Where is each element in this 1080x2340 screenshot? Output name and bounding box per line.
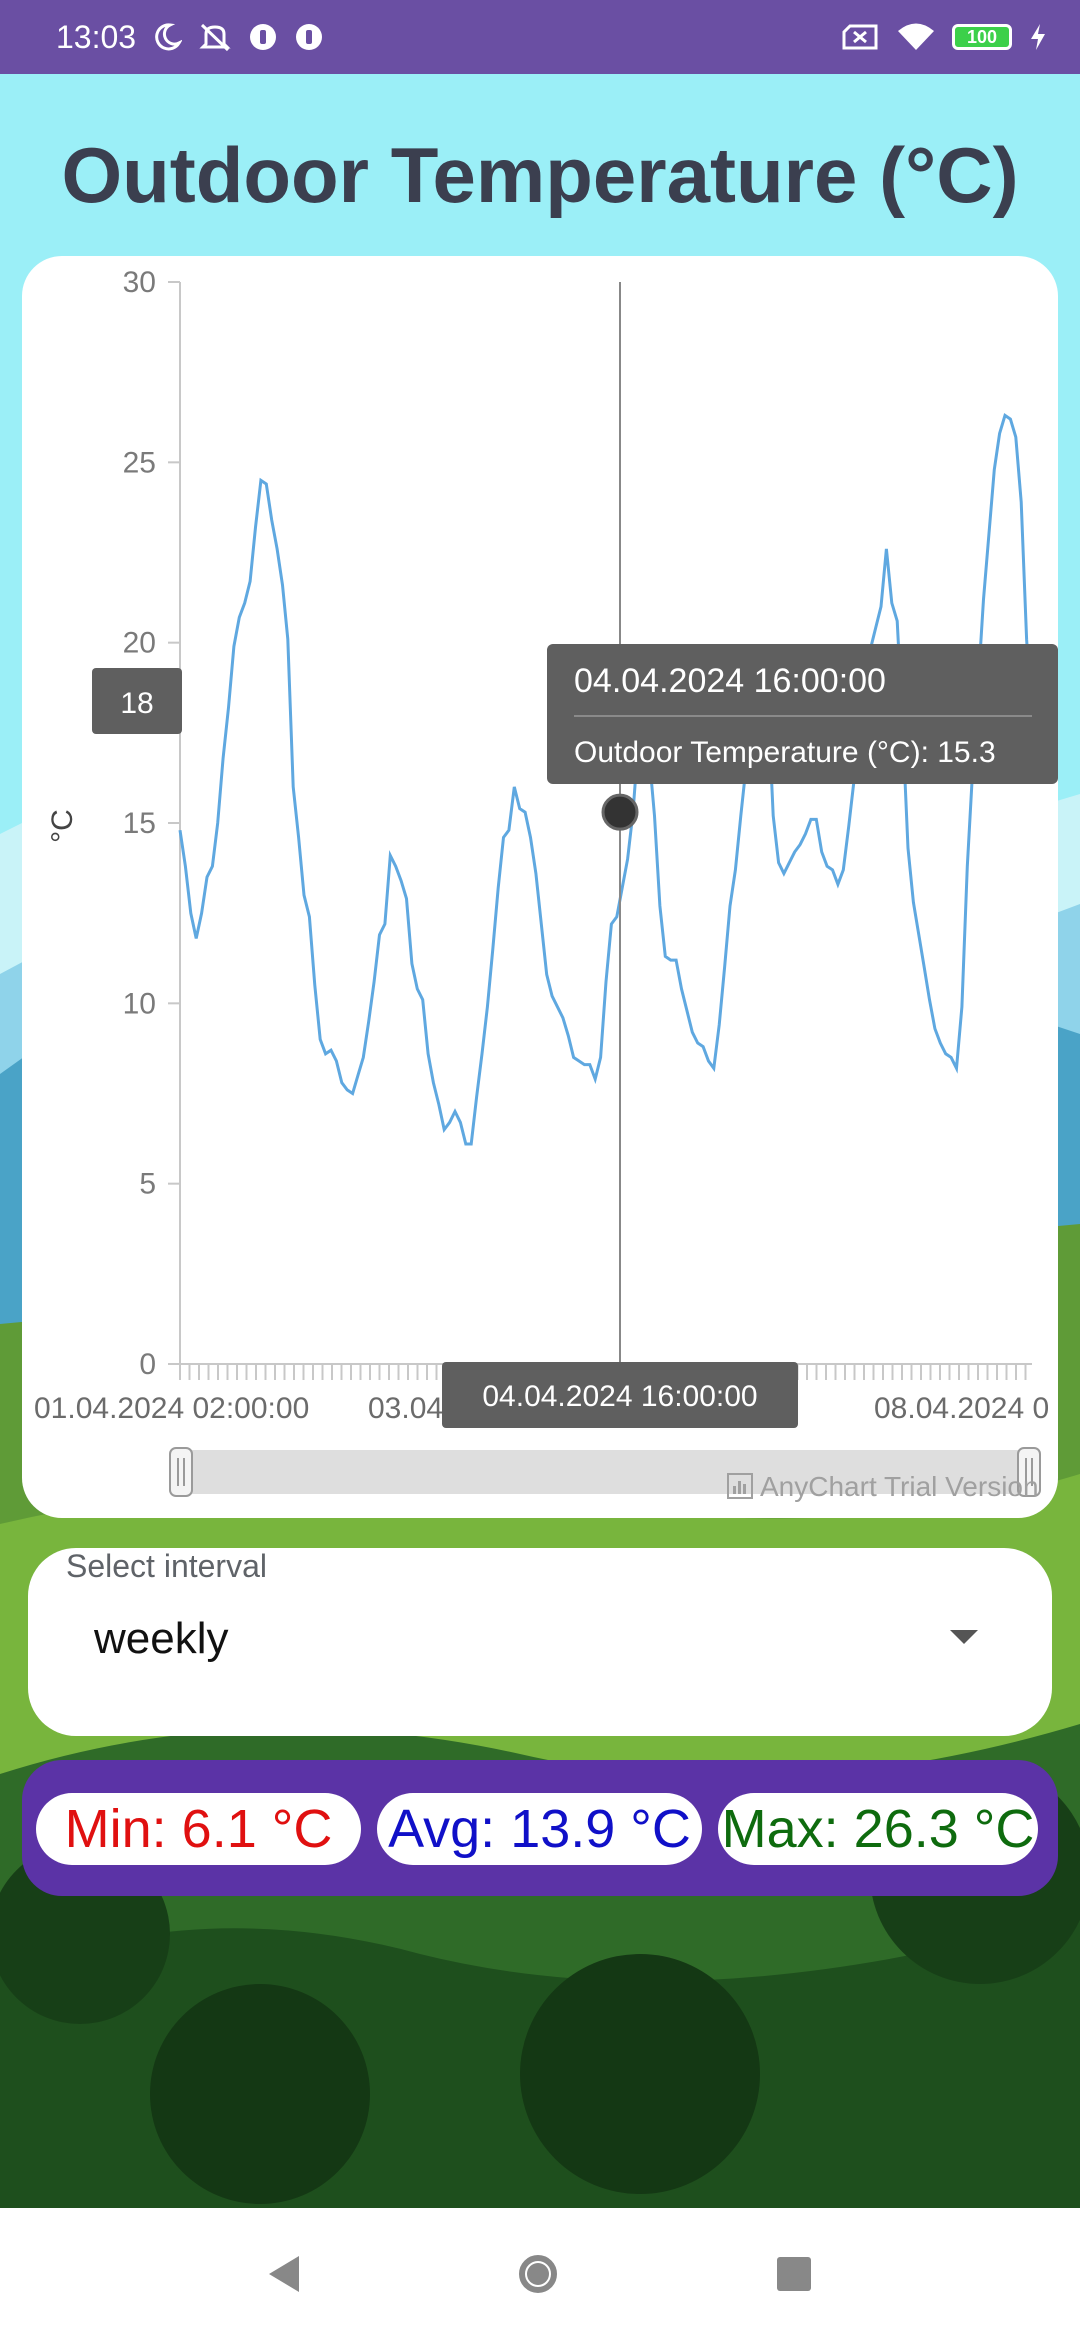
status-bar: 13:03 100 [0, 0, 1080, 74]
watermark-text: AnyChart Trial Version [760, 1471, 1039, 1502]
watermark: AnyChart Trial Version [727, 1471, 1039, 1502]
y-tick-label: 5 [139, 1168, 156, 1201]
range-scroller[interactable] [169, 1447, 1041, 1497]
avg-stat: Avg: 13.9 °C [377, 1793, 702, 1865]
moon-icon [152, 22, 183, 52]
tooltip-title: 04.04.2024 16:00:00 [574, 662, 886, 700]
crosshair-x-value: 04.04.2024 16:00:00 [482, 1380, 757, 1413]
highlight-point [601, 793, 639, 831]
recents-icon[interactable] [777, 2257, 811, 2291]
y-tick-label: 0 [139, 1348, 156, 1381]
series-line [178, 412, 1034, 1146]
home-icon[interactable] [519, 2255, 557, 2293]
tooltip-body: Outdoor Temperature (°C): 15.3 [574, 736, 996, 769]
min-stat: Min: 6.1 °C [36, 1793, 361, 1865]
crosshair-y-label: 18 [92, 668, 182, 734]
scroller-left-handle[interactable] [169, 1447, 193, 1497]
interval-label: Select interval [66, 1548, 267, 1584]
back-icon[interactable] [269, 2256, 299, 2292]
battery-icon: 100 [952, 24, 1012, 50]
chart-logo-icon [727, 1473, 753, 1499]
sim-off-icon [840, 22, 880, 52]
page-title: Outdoor Temperature (°C) [61, 131, 1019, 219]
crosshair-y-value: 18 [120, 687, 153, 720]
interval-value[interactable]: weekly [94, 1614, 229, 1663]
y-tick-label: 30 [123, 266, 156, 299]
x-tick-label: 01.04.2024 02:00:00 [34, 1392, 309, 1425]
y-tick-label: 20 [123, 627, 156, 660]
scroller-track[interactable] [180, 1450, 1030, 1494]
status-time: 13:03 [56, 18, 137, 55]
app-icon [294, 22, 324, 52]
mute-icon [198, 22, 232, 52]
scroller-right-handle[interactable] [1017, 1447, 1041, 1497]
interval-select[interactable] [28, 1548, 1052, 1736]
tooltip: 04.04.2024 16:00:00 Outdoor Temperature … [547, 644, 1058, 784]
navigation-bar [0, 2208, 1080, 2340]
max-stat: Max: 26.3 °C [718, 1793, 1038, 1865]
chevron-down-icon[interactable] [950, 1630, 978, 1644]
temperature-line-chart[interactable]: 0 5 10 15 20 25 30 °C 18 01.04.2024 02:00:00 0… [22, 256, 1058, 1518]
crosshair-x-label: 04.04.2024 16:00:00 [442, 1362, 798, 1428]
chart-card[interactable]: 0 5 10 15 20 25 30 °C 18 01.04.2024 02:00:00 0… [22, 256, 1058, 1518]
wifi-icon [896, 22, 936, 52]
y-tick-label: 25 [123, 446, 156, 479]
x-tick-label: 08.04.2024 0 [874, 1392, 1049, 1425]
y-axis-title: °C [46, 809, 79, 843]
y-tick-label: 10 [123, 987, 156, 1020]
app-icon [248, 22, 278, 52]
y-tick-label: 15 [123, 807, 156, 840]
charging-icon [1028, 22, 1048, 52]
